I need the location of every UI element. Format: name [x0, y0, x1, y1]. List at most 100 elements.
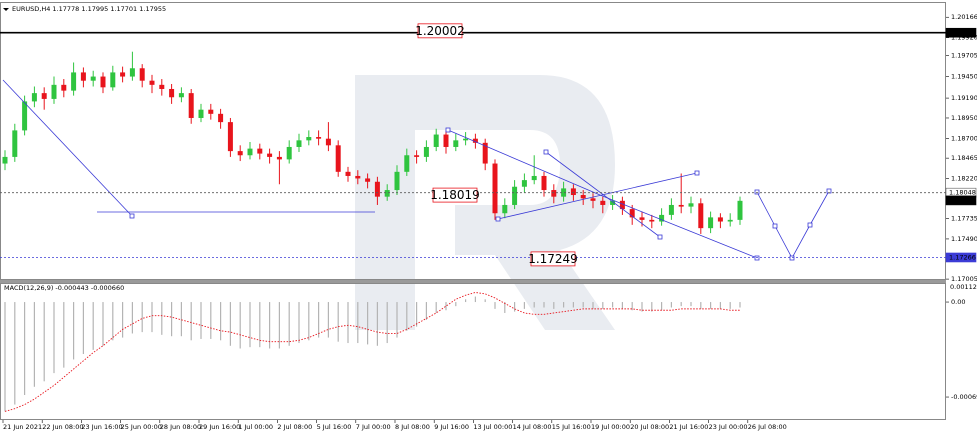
candle-body: [345, 171, 351, 176]
candle-body: [90, 76, 96, 81]
price-box-label: 1.17955: [949, 196, 976, 204]
candle-body: [286, 146, 292, 160]
candle-body: [502, 204, 508, 214]
price-box: [945, 27, 977, 38]
x-tick-label: 29 Jun 16:00: [199, 423, 240, 431]
collapse-arrow[interactable]: [3, 8, 9, 11]
candle-body: [51, 84, 57, 99]
candle-body: [698, 203, 704, 229]
y-tick-label: -0.000695: [951, 393, 977, 401]
candle-body: [472, 138, 478, 143]
candle-body: [668, 204, 674, 215]
x-tick-label: 2 Jul 08:00: [277, 423, 312, 431]
price-box: [945, 195, 977, 206]
y-tick-label: 1.19920: [951, 34, 977, 42]
x-tick-label: 9 Jul 16:00: [434, 423, 469, 431]
panel-separator: [0, 280, 946, 283]
y-tick-label: 1.17735: [951, 215, 977, 223]
y-tick-label: 1.20166: [951, 13, 977, 21]
annotation-label: 1.20002: [415, 24, 465, 38]
x-tick-label: 23 Jul 00:00: [709, 423, 748, 431]
candle-body: [374, 181, 380, 197]
candle-body: [2, 156, 8, 164]
candle-body: [306, 137, 312, 141]
y-tick-label: 1.18465: [951, 154, 977, 162]
candle-body: [247, 148, 253, 156]
annotation-label: 1.18019: [430, 188, 480, 202]
candle-body: [610, 200, 616, 205]
candle-body: [208, 109, 214, 114]
candle-body: [325, 138, 331, 146]
candle-body: [61, 84, 67, 91]
price-box-label: 1.17266: [949, 253, 976, 261]
y-tick-label: 1.19705: [951, 51, 977, 59]
candle-body: [521, 180, 527, 187]
candle-body: [414, 155, 420, 157]
x-tick-label: 22 Jun 08:00: [42, 423, 83, 431]
candle-body: [178, 93, 184, 98]
x-tick-label: 21 Jun 2021: [3, 423, 42, 431]
candle-body: [394, 171, 400, 191]
candle-body: [316, 137, 322, 139]
candle-body: [80, 72, 86, 81]
annotation-label: 1.17249: [528, 252, 578, 266]
candle-body: [717, 217, 723, 222]
candle-body: [482, 142, 488, 164]
price-box-label: 1.18048: [949, 189, 976, 197]
candle-body: [218, 113, 224, 123]
x-tick-label: 26 Jul 08:00: [748, 423, 787, 431]
annotation-box: [417, 23, 463, 39]
candle-body: [433, 134, 439, 147]
x-tick-label: 21 Jul 16:00: [669, 423, 708, 431]
main-panel-frame: [0, 2, 946, 280]
candle-body: [619, 200, 625, 210]
candle-body: [169, 88, 175, 98]
candle-body: [31, 93, 37, 102]
candle-body: [404, 155, 410, 172]
y-tick-label: 1.17005: [951, 275, 977, 283]
y-tick-label: 1.17490: [951, 235, 977, 243]
candle-body: [659, 214, 665, 222]
x-tick-label: 19 Jul 00:00: [591, 423, 630, 431]
macd-panel-frame: [0, 283, 946, 420]
candle-body: [41, 93, 47, 99]
x-tick-label: 28 Jun 08:00: [160, 423, 201, 431]
candle-body: [649, 219, 655, 222]
candle-body: [708, 217, 714, 229]
candle-body: [296, 140, 302, 147]
candle-body: [355, 175, 361, 179]
x-tick-label: 14 Jul 08:00: [513, 423, 552, 431]
candle-body: [590, 198, 596, 201]
candle-body: [139, 68, 145, 81]
candle-body: [688, 203, 694, 207]
candle-body: [463, 138, 469, 141]
candle-body: [512, 186, 518, 205]
candle-body: [110, 72, 116, 88]
candle-body: [335, 145, 341, 172]
signal-line: [4, 292, 740, 412]
candle-body: [639, 217, 645, 220]
candle-body: [570, 188, 576, 196]
candle-body: [188, 93, 194, 118]
candle-body: [541, 175, 547, 191]
candle-body: [149, 80, 155, 85]
x-tick-label: 5 Jul 16:00: [317, 423, 352, 431]
candle-body: [267, 153, 273, 157]
candle-body: [71, 72, 77, 91]
annotation-box: [530, 251, 576, 267]
macd-top-label: 0.001123: [950, 283, 977, 291]
candle-body: [129, 68, 135, 77]
chart-title: EURUSD,H4 1.17778 1.17995 1.17701 1.1795…: [12, 5, 166, 13]
candle-body: [531, 175, 537, 181]
candle-body: [22, 101, 28, 131]
candle-body: [600, 200, 606, 205]
trend-lines: [2, 79, 832, 261]
candle-body: [492, 163, 498, 214]
macd-title: MACD(12,26,9) -0.000443 -0.000660: [4, 284, 124, 292]
candle-body: [551, 190, 557, 197]
candle-body: [561, 188, 567, 197]
y-tick-label: 1.18220: [951, 174, 977, 182]
y-tick-label: 1.19190: [951, 94, 977, 102]
x-tick-label: 20 Jul 08:00: [630, 423, 669, 431]
x-tick-label: 1 Jul 00:00: [238, 423, 273, 431]
